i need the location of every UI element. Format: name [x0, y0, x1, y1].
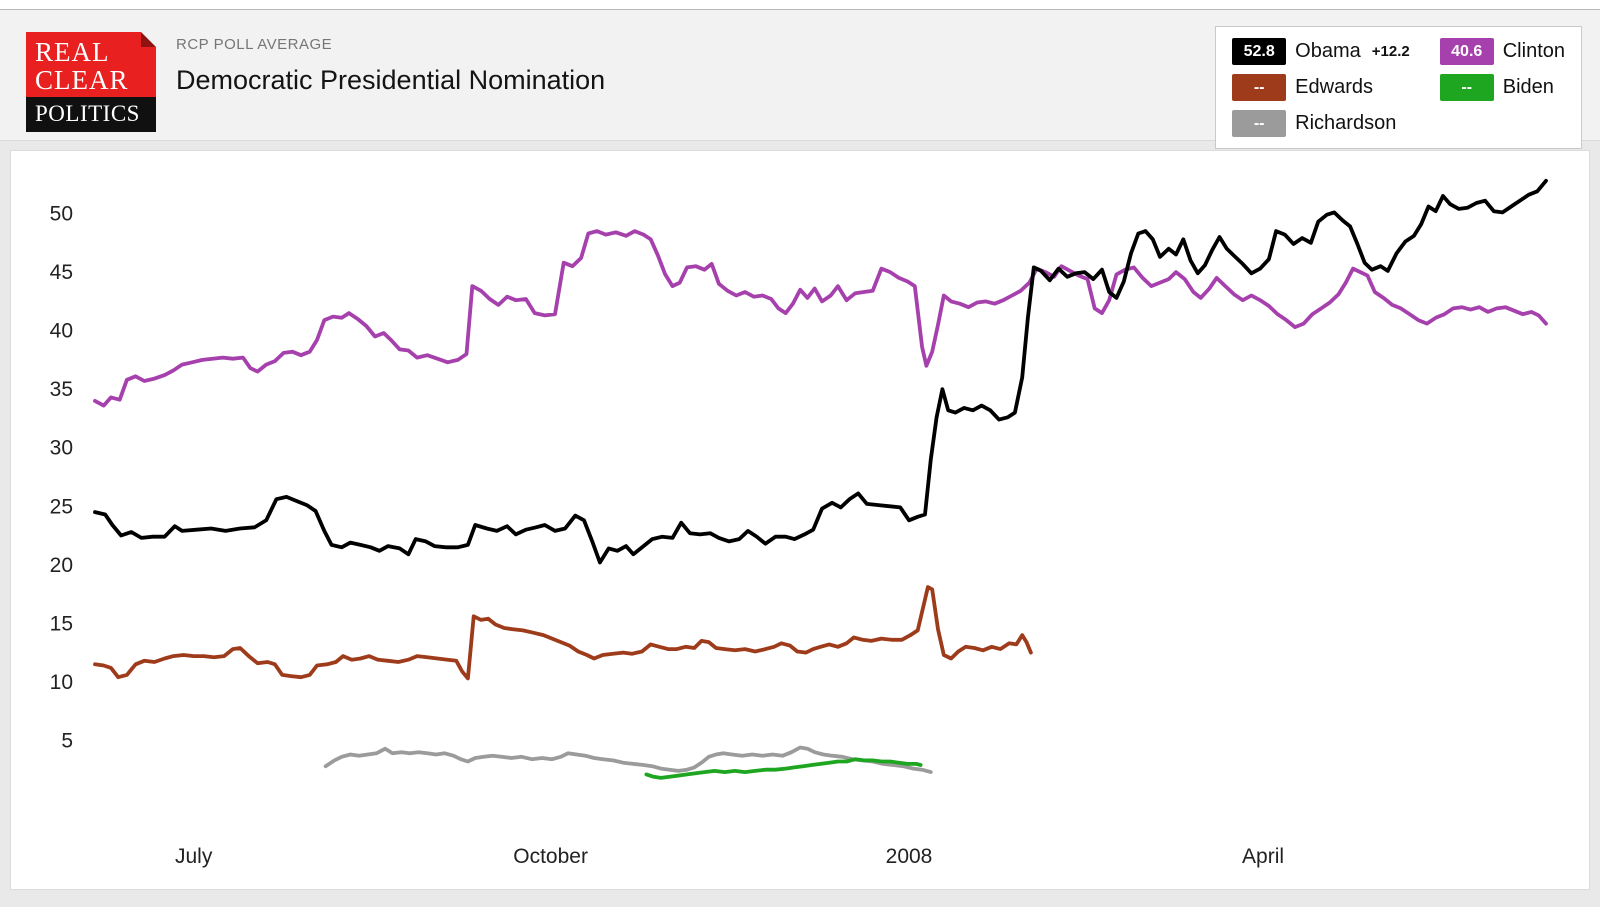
page-title: Democratic Presidential Nomination: [176, 65, 606, 95]
legend-delta: +12.2: [1371, 43, 1410, 60]
series-line-clinton: [93, 229, 1548, 408]
legend-item-edwards[interactable]: -- Edwards: [1232, 74, 1410, 101]
series-line-obama: [93, 178, 1548, 565]
logo-text-politics: POLITICS: [26, 97, 156, 133]
y-axis-tick-30: 30: [50, 437, 73, 460]
legend-label: Obama: [1295, 40, 1361, 62]
rcp-logo-red-block: REAL CLEAR: [26, 32, 156, 98]
legend-item-richardson[interactable]: -- Richardson: [1232, 110, 1410, 137]
legend-item-clinton[interactable]: 40.6 Clinton: [1439, 38, 1565, 65]
logo-text-clear: CLEAR: [35, 64, 129, 95]
legend-swatch-richardson: --: [1232, 110, 1287, 137]
legend-swatch-obama: 52.8: [1232, 38, 1287, 65]
y-axis-tick-10: 10: [50, 671, 73, 694]
top-divider: [0, 0, 1600, 10]
rcp-logo[interactable]: REAL CLEAR POLITICS: [26, 32, 156, 133]
y-axis-tick-45: 45: [50, 261, 73, 284]
legend-swatch-edwards: --: [1232, 74, 1287, 101]
y-axis-tick-35: 35: [50, 378, 73, 401]
y-axis-tick-25: 25: [50, 495, 73, 518]
title-block: RCP POLL AVERAGE Democratic Presidential…: [176, 36, 605, 96]
x-axis-tick-july: July: [175, 845, 213, 868]
legend-label: Edwards: [1295, 76, 1373, 98]
header: REAL CLEAR POLITICS RCP POLL AVERAGE Dem…: [0, 10, 1600, 149]
series-line-edwards: [93, 585, 1033, 681]
y-axis-tick-20: 20: [50, 554, 73, 577]
legend: 52.8 Obama +12.2 40.6 Clinton -- Edwards -- Bide…: [1215, 26, 1582, 149]
legend-swatch-clinton: 40.6: [1439, 38, 1494, 65]
legend-item-biden[interactable]: -- Biden: [1439, 74, 1565, 101]
legend-label: Biden: [1502, 76, 1554, 98]
y-axis-tick-40: 40: [50, 320, 73, 343]
y-axis-tick-15: 15: [50, 612, 73, 635]
chart-panel: 5 10 15 20 25 30 35 40 45 50 July October 2008 April: [10, 150, 1590, 890]
chart-kicker: RCP POLL AVERAGE: [176, 36, 333, 53]
y-axis-tick-50: 50: [50, 203, 73, 226]
x-axis-tick-2008: 2008: [886, 845, 933, 868]
legend-swatch-biden: --: [1439, 74, 1494, 101]
x-axis-tick-april: April: [1242, 845, 1284, 868]
poll-chart: 5 10 15 20 25 30 35 40 45 50 July October 2008 April: [50, 178, 1548, 868]
series-line-biden: [644, 757, 923, 780]
legend-item-obama[interactable]: 52.8 Obama +12.2: [1232, 38, 1410, 65]
x-axis-tick-october: October: [513, 845, 588, 868]
logo-text-real: REAL: [35, 37, 110, 67]
series-line-richardson: [323, 745, 933, 774]
legend-label: Clinton: [1502, 40, 1565, 62]
legend-label: Richardson: [1295, 112, 1397, 134]
y-axis-tick-5: 5: [61, 729, 73, 752]
